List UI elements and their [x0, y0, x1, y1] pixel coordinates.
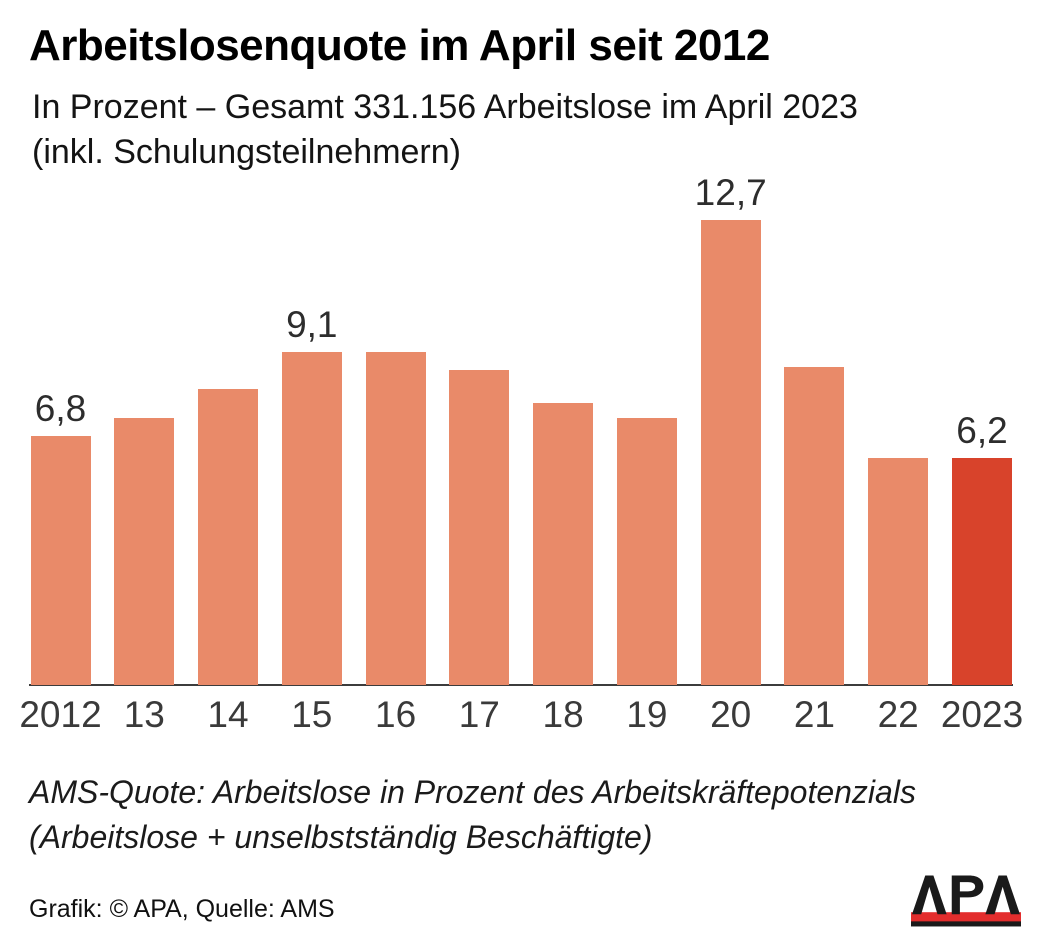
bar-17	[449, 370, 510, 685]
x-tick-21: 21	[793, 694, 835, 735]
bar-15	[281, 352, 342, 685]
subtitle-line-1: In Prozent – Gesamt 331.156 Arbeitslose …	[32, 88, 858, 126]
value-label-2023: 6,2	[956, 410, 1008, 451]
apa-logo-shadow-band	[911, 920, 1021, 927]
bar-19	[616, 418, 677, 685]
apa-logo	[911, 873, 1021, 929]
x-tick-2023: 2023	[940, 694, 1024, 735]
x-tick-22: 22	[877, 694, 919, 735]
x-tick-16: 16	[375, 694, 417, 735]
bar-22	[868, 458, 929, 685]
subtitle: In Prozent – Gesamt 331.156 Arbeitslose …	[32, 85, 858, 175]
value-label-20: 12,7	[694, 172, 767, 213]
footnote: AMS-Quote: Arbeitslose in Prozent des Ar…	[29, 770, 916, 860]
value-label-2012: 6,8	[34, 388, 87, 429]
x-tick-18: 18	[542, 694, 584, 735]
x-tick-17: 17	[458, 694, 500, 735]
bar-16	[365, 352, 426, 685]
x-tick-15: 15	[291, 694, 333, 735]
credit-line: Grafik: © APA, Quelle: AMS	[29, 895, 335, 923]
bar-21	[784, 367, 845, 685]
bar-13	[114, 418, 175, 685]
bar-18	[533, 403, 594, 685]
apa-logo-letters	[912, 875, 1020, 915]
value-label-15: 9,1	[286, 304, 338, 345]
x-tick-2012: 2012	[19, 694, 102, 735]
bar-14	[198, 389, 258, 685]
apa-logo-red-band	[911, 912, 1021, 922]
page-title: Arbeitslosenquote im April seit 2012	[29, 21, 770, 70]
x-tick-19: 19	[626, 694, 668, 735]
apa-logo-icon	[911, 875, 1021, 927]
subtitle-line-2: (inkl. Schulungsteilnehmern)	[32, 133, 461, 171]
x-tick-13: 13	[123, 694, 165, 735]
bar-2012	[30, 436, 91, 685]
bar-2023	[952, 458, 1012, 685]
x-axis-line	[29, 684, 1013, 686]
footnote-line-1: AMS-Quote: Arbeitslose in Prozent des Ar…	[29, 774, 916, 810]
x-tick-14: 14	[207, 694, 249, 735]
footnote-line-2: (Arbeitslose + unselbstständig Beschäfti…	[29, 819, 653, 855]
bar-20	[700, 220, 761, 685]
x-tick-20: 20	[710, 694, 752, 735]
